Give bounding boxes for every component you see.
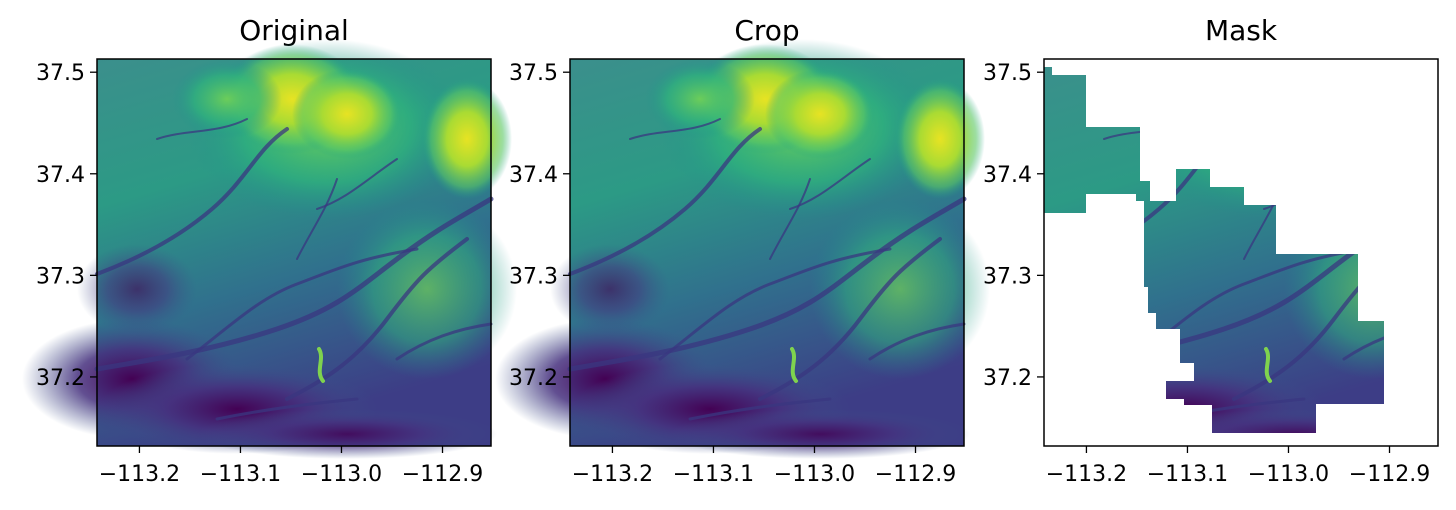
axes-crop: −113.2 −113.1 −113.0 −112.9 37.2 37.3 37.4 37.5	[495, 39, 990, 487]
heatmap-raster	[969, 39, 1456, 459]
y-tick-label: 37.4	[983, 163, 1032, 188]
x-tick-label: −113.2	[1046, 462, 1127, 487]
y-tick-label: 37.2	[983, 366, 1032, 391]
x-tick-label: −113.0	[1248, 462, 1329, 487]
y-tick-label: 37.5	[36, 61, 85, 86]
axes-frame	[1043, 58, 1439, 447]
x-tick-label: −113.1	[673, 462, 754, 487]
axes-frame	[96, 58, 492, 447]
x-tick-label: −113.2	[572, 462, 653, 487]
x-tick-label: −112.9	[402, 462, 483, 487]
panel-title-mask: Mask	[1204, 14, 1278, 47]
axes-original: −113.2 −113.1 −113.0 −112.9 37.2 37.3 37.4 37.5	[22, 39, 517, 487]
x-tick-label: −112.9	[875, 462, 956, 487]
x-tick-label: −113.1	[200, 462, 281, 487]
x-tick-label: −113.1	[1147, 462, 1228, 487]
masked-raster	[969, 39, 1456, 459]
x-tick-label: −113.0	[774, 462, 855, 487]
y-tick-label: 37.3	[36, 264, 85, 289]
y-tick-label: 37.5	[509, 61, 558, 86]
y-tick-label: 37.5	[983, 61, 1032, 86]
y-tick-label: 37.4	[36, 163, 85, 188]
x-tick-label: −113.2	[99, 462, 180, 487]
y-tick-label: 37.2	[509, 366, 558, 391]
axes-frame	[569, 58, 965, 447]
axes-mask: −113.2 −113.1 −113.0 −112.9 37.2 37.3 37.4 37.5	[969, 39, 1456, 487]
x-tick-label: −112.9	[1349, 462, 1430, 487]
y-tick-label: 37.3	[983, 264, 1032, 289]
x-tick-label: −113.0	[301, 462, 382, 487]
y-tick-label: 37.4	[509, 163, 558, 188]
y-tick-label: 37.2	[36, 366, 85, 391]
y-tick-label: 37.3	[509, 264, 558, 289]
